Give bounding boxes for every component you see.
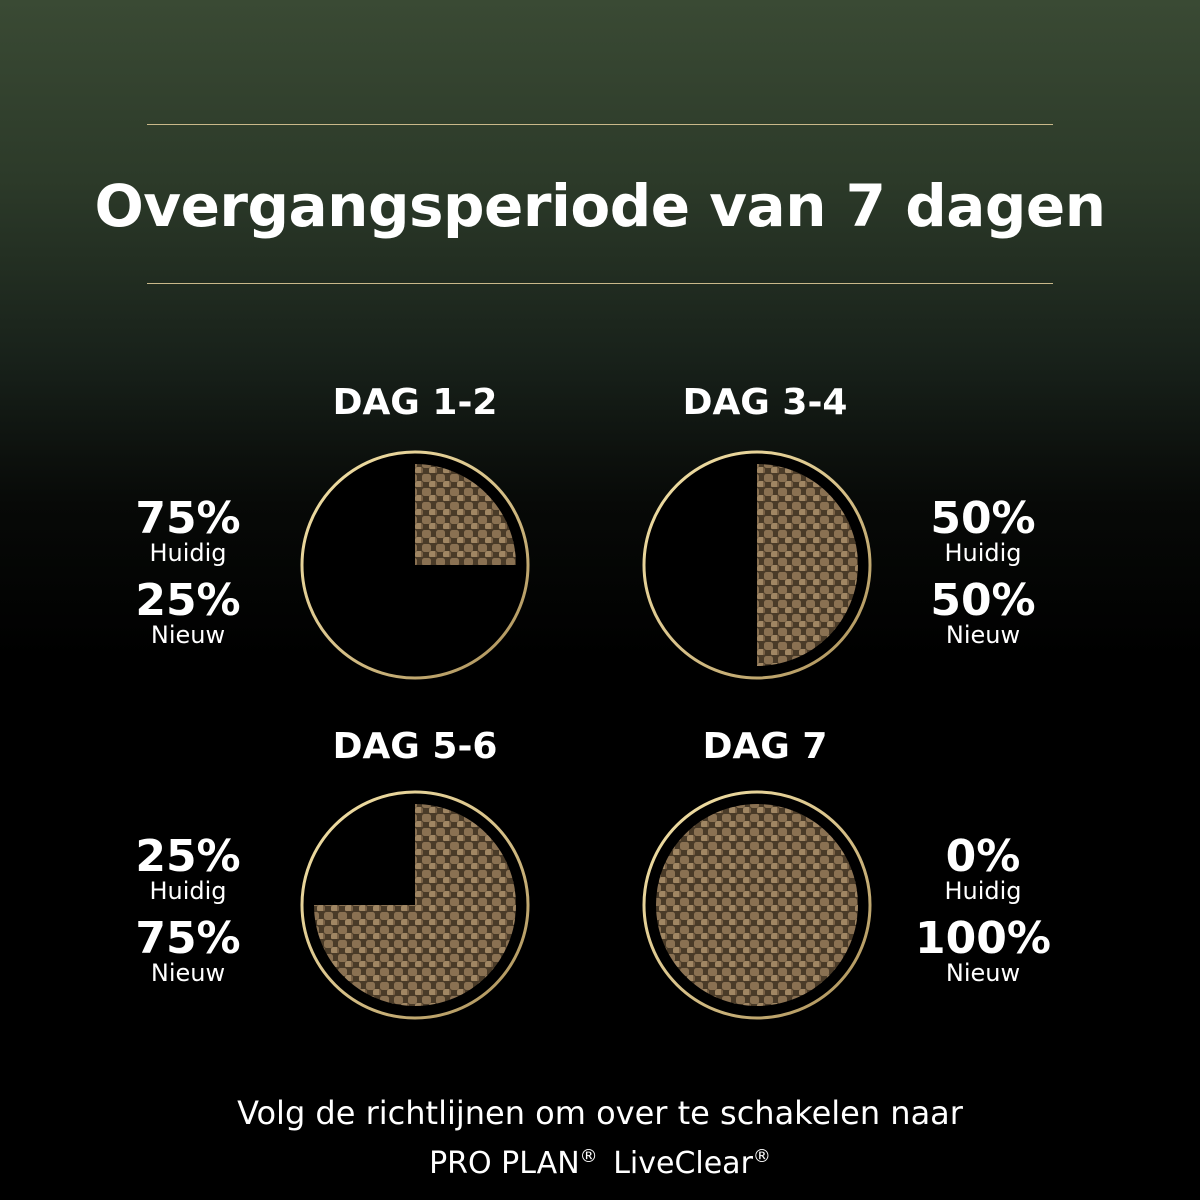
food-mix-dial xyxy=(642,790,872,1020)
stage-percentages: 25% Huidig 75% Nieuw xyxy=(108,831,268,987)
current-label: Huidig xyxy=(944,539,1022,567)
current-label: Huidig xyxy=(149,539,227,567)
stage-percentages: 0% Huidig 100% Nieuw xyxy=(903,831,1063,987)
food-mix-dial xyxy=(300,450,530,680)
registered-mark: ® xyxy=(579,1146,598,1167)
new-food-wedge xyxy=(656,804,858,1006)
new-label: Nieuw xyxy=(150,621,226,649)
new-food-wedge xyxy=(314,804,516,1006)
new-label: Nieuw xyxy=(150,959,226,987)
stage-day-label: DAG 5-6 xyxy=(332,726,498,767)
bottom-divider xyxy=(147,283,1053,284)
top-divider xyxy=(147,124,1053,125)
registered-mark: ® xyxy=(752,1146,771,1167)
current-percent: 0% xyxy=(945,831,1021,882)
current-percent: 25% xyxy=(135,831,241,882)
current-label: Huidig xyxy=(944,877,1022,905)
food-mix-dial xyxy=(300,790,530,1020)
stage-day-label: DAG 3-4 xyxy=(682,382,848,423)
footer-instruction: Volg de richtlijnen om over te schakelen… xyxy=(237,1094,963,1132)
food-mix-dial xyxy=(642,450,872,680)
new-percent: 75% xyxy=(135,913,241,964)
current-percent: 50% xyxy=(930,493,1036,544)
page-title: Overgangsperiode van 7 dagen xyxy=(94,172,1106,240)
new-percent: 25% xyxy=(135,575,241,626)
current-label: Huidig xyxy=(149,877,227,905)
new-percent: 50% xyxy=(930,575,1036,626)
product-name: LiveClear xyxy=(613,1146,753,1181)
new-food-wedge xyxy=(415,464,516,565)
footer-product: PRO PLAN® LiveClear® xyxy=(0,1146,1200,1181)
stage-day-label: DAG 1-2 xyxy=(332,382,498,423)
new-percent: 100% xyxy=(915,913,1051,964)
current-percent: 75% xyxy=(135,493,241,544)
new-food-wedge xyxy=(757,464,858,666)
new-label: Nieuw xyxy=(945,621,1021,649)
stage-percentages: 50% Huidig 50% Nieuw xyxy=(903,493,1063,649)
brand-name: PRO PLAN xyxy=(429,1146,580,1181)
new-label: Nieuw xyxy=(945,959,1021,987)
stage-day-label: DAG 7 xyxy=(702,726,828,767)
stage-percentages: 75% Huidig 25% Nieuw xyxy=(108,493,268,649)
